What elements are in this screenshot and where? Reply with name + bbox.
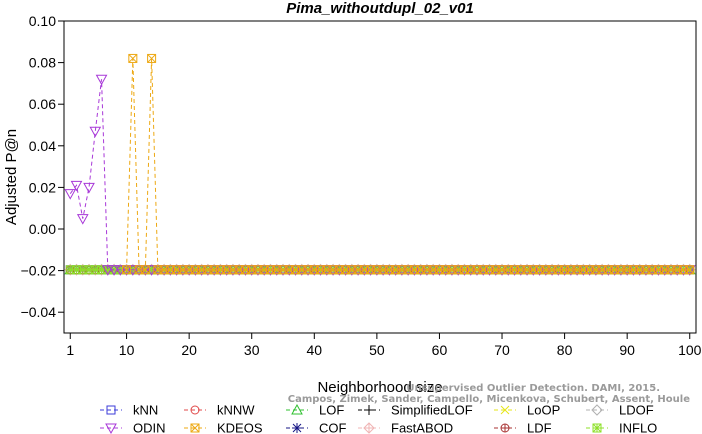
legend-odin-marker <box>105 423 117 434</box>
series-kdeos <box>122 53 695 275</box>
x-tick-label: 10 <box>119 342 135 358</box>
legend-item-ldf: LDF <box>494 421 552 434</box>
legend-inflo-marker <box>592 423 602 433</box>
kdeos-marker <box>122 265 132 275</box>
legend-item-odin: ODIN <box>100 421 166 434</box>
y-tick-label: −0.02 <box>21 263 57 279</box>
legend-label: kNN <box>133 403 158 418</box>
x-axis-title: Neighborhood size <box>317 379 442 396</box>
legend-knn-marker <box>106 405 116 415</box>
legend-label: COF <box>319 421 347 434</box>
legend-label: INFLO <box>619 421 657 434</box>
y-tick-label: 0.10 <box>29 13 56 29</box>
legend-label: LDF <box>527 421 552 434</box>
legend-item-ldof: LDOF <box>586 403 654 418</box>
kdeos-marker <box>685 265 695 275</box>
legend-label: LoOP <box>527 403 560 418</box>
y-tick-label: 0.06 <box>29 96 56 112</box>
odin-marker <box>108 265 120 276</box>
legend-label: KDEOS <box>217 421 263 434</box>
legend-ldf-marker <box>500 423 510 433</box>
legend-lof-marker <box>291 403 303 415</box>
legend-knnw-marker <box>190 405 200 415</box>
legend-item-inflo: INFLO <box>586 421 657 434</box>
legend: kNN kNNW LOF SimplifiedLOF LoOP LDOF ODIN KDEOS… <box>100 403 657 434</box>
odin-marker <box>89 126 102 138</box>
x-tick-label: 90 <box>619 342 635 358</box>
odin-marker <box>64 189 77 200</box>
kdeos-marker <box>140 265 150 275</box>
y-tick-label: 0.08 <box>29 55 56 71</box>
x-tick-label: 80 <box>557 342 573 358</box>
y-tick-label: 0.04 <box>29 138 56 154</box>
odin-marker <box>83 182 95 194</box>
legend-label: LDOF <box>619 403 654 418</box>
x-tick-label: 70 <box>494 342 510 358</box>
kdeos-marker <box>128 53 138 63</box>
series-line-odin <box>69 79 690 271</box>
x-tick-label: 1 <box>66 342 74 358</box>
y-axis: −0.04 −0.02 0.00 0.02 0.04 0.06 0.08 0.10 <box>21 13 64 320</box>
odin-marker <box>95 74 108 86</box>
x-tick-label: 50 <box>369 342 385 358</box>
legend-item-fastabod: FastABOD <box>358 421 453 434</box>
series-odin <box>64 74 696 276</box>
x-tick-label: 60 <box>432 342 448 358</box>
series-layer <box>64 53 696 276</box>
odin-marker <box>70 180 83 192</box>
legend-kdeos-marker <box>190 423 200 433</box>
legend-loop-marker <box>500 405 510 415</box>
x-tick-label: 30 <box>244 342 260 358</box>
legend-item-kdeos: KDEOS <box>184 421 263 434</box>
odin-marker <box>76 214 89 225</box>
legend-item-lof: LOF <box>286 403 344 418</box>
citation-watermark-line-2: Campos, Zimek, Sander, Campello, Micenko… <box>288 394 690 405</box>
x-tick-label: 20 <box>181 342 197 358</box>
x-tick-label: 40 <box>307 342 323 358</box>
legend-label: LOF <box>319 403 344 418</box>
plot-frame <box>63 20 697 334</box>
legend-label: FastABOD <box>391 421 453 434</box>
x-tick-label: 100 <box>678 342 702 358</box>
legend-item-simplifiedlof: SimplifiedLOF <box>358 403 473 418</box>
odin-marker <box>101 265 114 276</box>
legend-label: ODIN <box>133 421 166 434</box>
x-axis: 1 10 20 30 40 50 60 70 80 90 100 <box>66 333 702 358</box>
citation-watermark-line-1: Unsupervised Outlier Detection. DAMI, 20… <box>406 383 660 394</box>
y-tick-label: 0.00 <box>29 221 56 237</box>
legend-label: kNNW <box>217 403 255 418</box>
legend-simplifiedlof-marker <box>364 405 374 415</box>
legend-item-loop: LoOP <box>494 403 560 418</box>
legend-fastabod-marker <box>363 422 375 434</box>
legend-label: SimplifiedLOF <box>391 403 473 418</box>
legend-item-knn: kNN <box>100 403 158 418</box>
legend-item-knnw: kNNW <box>184 403 255 418</box>
legend-ldof-marker <box>591 404 603 416</box>
y-tick-label: 0.02 <box>29 179 56 195</box>
series-line-kdeos <box>126 58 690 271</box>
legend-item-cof: COF <box>286 421 347 434</box>
y-tick-label: −0.04 <box>21 304 57 320</box>
chart-title: Pima_withoutdupl_02_v01 <box>286 0 474 17</box>
kdeos-marker <box>147 53 157 63</box>
legend-cof-marker <box>292 423 302 433</box>
y-axis-title: Adjusted P@n <box>3 129 20 225</box>
